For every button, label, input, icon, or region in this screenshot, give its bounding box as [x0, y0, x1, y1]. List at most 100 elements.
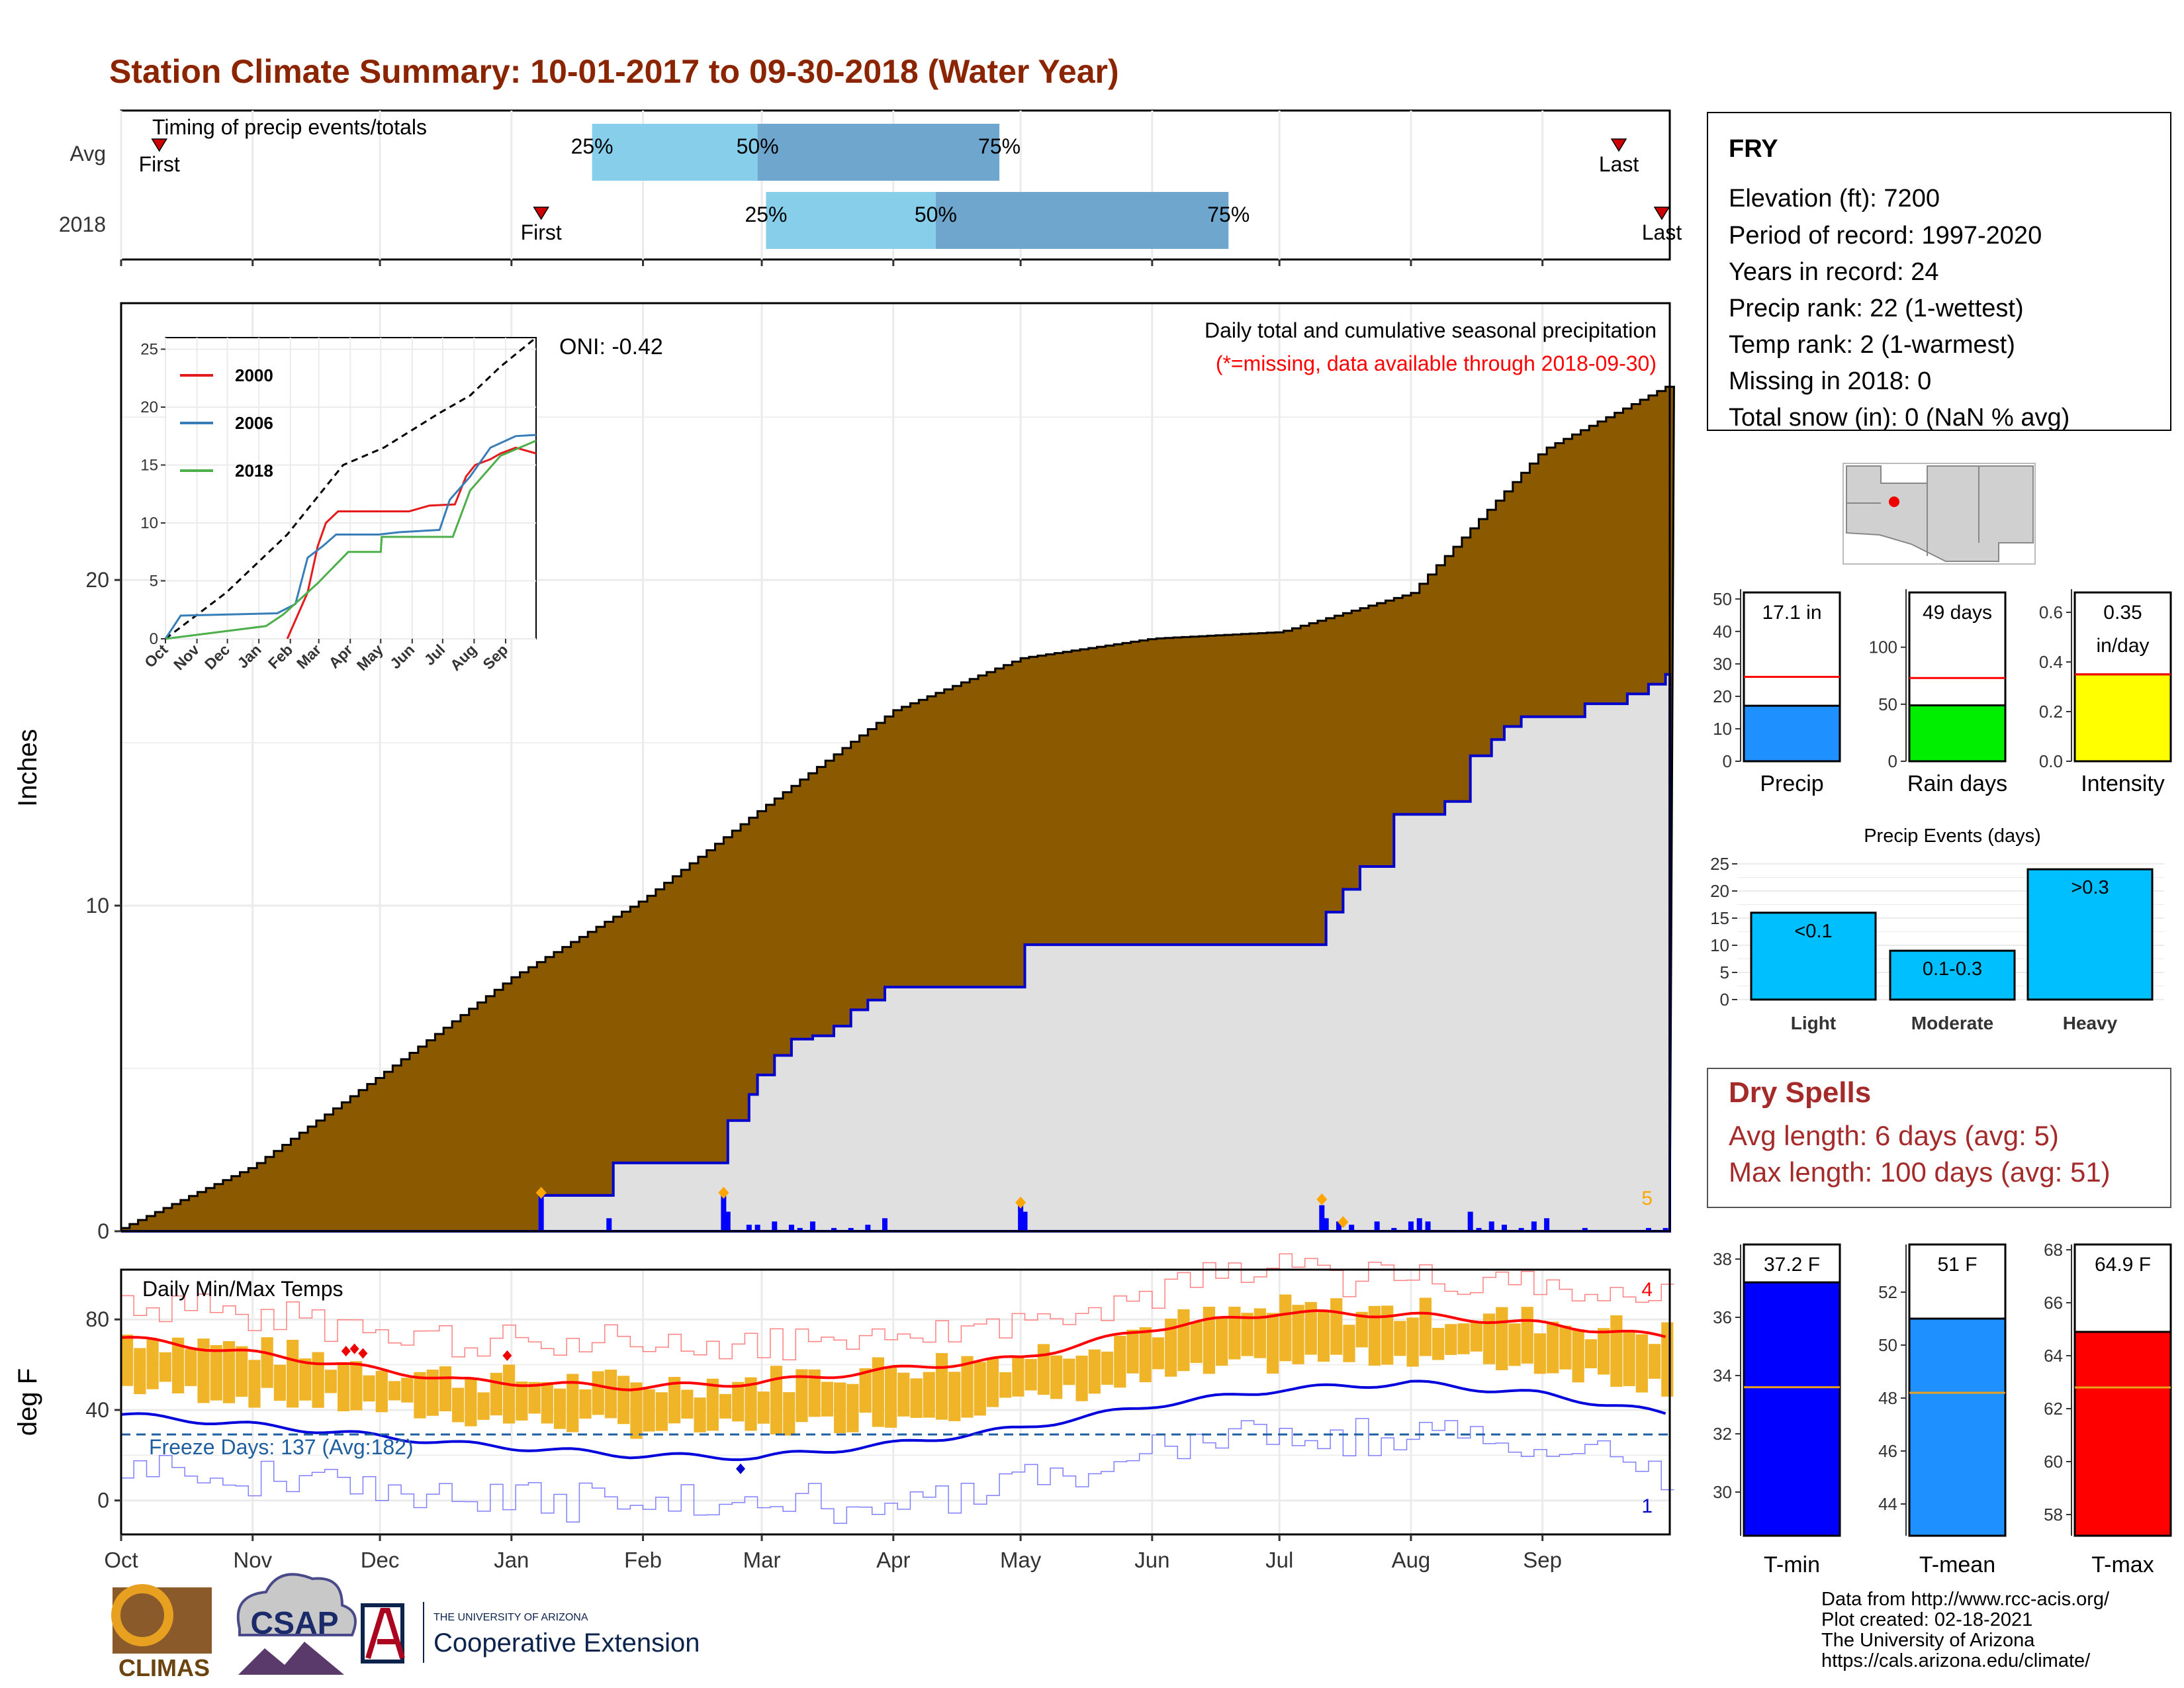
- timing-x-ticks: [120, 259, 1544, 266]
- daily-precip-bar: [1416, 1218, 1422, 1231]
- daily-temp-bar: [655, 1392, 668, 1431]
- timing-row-label-avg: Avg: [69, 142, 106, 165]
- daily-temp-bar: [1024, 1358, 1037, 1391]
- mini-bar-y-tick-label: 50: [1713, 589, 1732, 609]
- daily-precip-bar: [1391, 1228, 1397, 1231]
- footer-line: The University of Arizona: [1821, 1630, 2035, 1651]
- inset-legend: 2000 2006 2018: [180, 365, 273, 481]
- daily-temp-bar: [1572, 1329, 1584, 1383]
- inset-legend-label: 2006: [235, 413, 273, 433]
- temp-summary-y-tick-label: 58: [2044, 1505, 2063, 1524]
- events-y-tick-label: 5: [1720, 962, 1729, 982]
- precip-note-line2: (*=missing, data available through 2018-…: [1216, 352, 1657, 375]
- daily-temp-bar: [1470, 1322, 1482, 1352]
- mini-bar-y-tick-label: 100: [1869, 637, 1897, 657]
- inset-y-tick-label: 20: [140, 399, 158, 416]
- daily-temp-bar: [477, 1392, 490, 1420]
- daily-temp-bar: [1165, 1318, 1177, 1377]
- precip-panel: Daily total and cumulative seasonal prec…: [13, 302, 1675, 1243]
- events-bar: [1889, 949, 2016, 1001]
- events-chart-title: Precip Events (days): [1864, 825, 2041, 847]
- daily-temp-bar: [1203, 1307, 1216, 1374]
- daily-temp-bar: [375, 1370, 388, 1413]
- daily-temp-bar: [1330, 1298, 1343, 1355]
- inset-series-line: [164, 434, 537, 639]
- ua-logo-letter: [365, 1608, 405, 1660]
- ua-extension-logo: THE UNIVERSITY OF ARIZONA Cooperative Ex…: [361, 1602, 700, 1664]
- daily-temp-bar: [210, 1345, 222, 1401]
- station-info-line: Years in record: 24: [1729, 258, 1939, 286]
- station-info-line: Missing in 2018: 0: [1729, 367, 1931, 395]
- daily-precip-bar: [831, 1228, 837, 1231]
- mini-bar-y-tick-label: 50: [1878, 694, 1897, 714]
- daily-temp-bar: [516, 1382, 528, 1421]
- month-x-tick-label: Jun: [1134, 1548, 1169, 1572]
- inset-average-line: [165, 336, 537, 640]
- daily-temp-bar: [146, 1339, 159, 1389]
- daily-temp-bar: [923, 1372, 935, 1418]
- heavy-event-diamond-icon: [1316, 1193, 1328, 1205]
- daily-temp-bar: [1559, 1325, 1572, 1370]
- mini-bar-y-tick-label: 40: [1713, 622, 1732, 641]
- daily-temp-bar: [961, 1356, 974, 1418]
- freeze-days-text: Freeze Days: 137 (Avg:182): [149, 1435, 414, 1459]
- heavy-event-diamond-icon: [1015, 1196, 1026, 1209]
- mini-bar-y-tick-label: 0: [1723, 751, 1732, 771]
- temp-y-tick-label: 0: [97, 1489, 109, 1513]
- daily-temp-bar: [388, 1381, 401, 1401]
- mini-bar-value: [1743, 704, 1841, 763]
- daily-temp-bar: [1317, 1310, 1330, 1362]
- daily-temp-bar: [299, 1358, 312, 1401]
- mini-bar-category-label: Rain days: [1907, 771, 2007, 796]
- daily-precip-bar: [725, 1211, 731, 1231]
- heavy-event-diamond-icon: [718, 1186, 729, 1199]
- daily-precip-bar: [1488, 1221, 1494, 1231]
- mini-bar-y-tick-label: 0.4: [2039, 652, 2063, 672]
- temp-summary-bar: [1908, 1317, 2007, 1537]
- daily-precip-bar: [865, 1225, 871, 1231]
- daily-temp-bar: [159, 1352, 171, 1382]
- inset-y-tick-label: 15: [140, 457, 158, 475]
- station-info-line: Period of record: 1997-2020: [1729, 222, 2042, 250]
- timing-pct-label: 25%: [571, 134, 614, 158]
- ua-logo-top-text: THE UNIVERSITY OF ARIZONA: [433, 1612, 588, 1623]
- station-info-line: Total snow (in): 0 (NaN % avg): [1729, 404, 2070, 432]
- daily-temp-bar: [872, 1357, 884, 1427]
- temp-y-tick-label: 80: [85, 1307, 109, 1331]
- temp-lines: [120, 1253, 1674, 1524]
- daily-temp-bar: [796, 1369, 808, 1423]
- record-low-line: [121, 1418, 1674, 1524]
- daily-temp-bar: [1661, 1322, 1674, 1397]
- daily-temp-bar: [974, 1362, 986, 1416]
- avg-min-temp-line: [120, 1380, 1666, 1462]
- timing-marker-label: First: [521, 220, 562, 244]
- daily-temp-bar: [897, 1372, 910, 1417]
- daily-temp-bar: [579, 1389, 592, 1419]
- precip-panel-border: [120, 302, 1671, 1233]
- daily-temp-bar: [261, 1337, 273, 1388]
- temp-summary-y-tick-label: 60: [2044, 1452, 2063, 1472]
- daily-temp-bar: [134, 1348, 146, 1395]
- daily-precip-bar: [1467, 1211, 1473, 1231]
- csap-logo-cloud: [236, 1573, 357, 1636]
- precip-y-tick-label: 0: [97, 1219, 109, 1243]
- temp-y-label: deg F: [13, 1368, 42, 1436]
- month-x-axis: Oct Nov Dec Jan Feb Mar Apr May Jun Jul Aug Sep: [104, 1534, 1562, 1572]
- daily-temp-bar: [859, 1368, 872, 1413]
- timing-pct-label: 50%: [737, 134, 779, 158]
- daily-temp-bar: [999, 1372, 1012, 1398]
- temp-summary-category-label: T-max: [2091, 1552, 2154, 1577]
- daily-precip-bar: [1022, 1211, 1028, 1231]
- daily-temp-bar: [643, 1389, 655, 1432]
- record-high-line: [121, 1253, 1674, 1360]
- climas-logo: CLIMAS: [111, 1584, 212, 1681]
- daily-temp-bar: [1521, 1307, 1533, 1364]
- daily-temp-bar: [490, 1372, 502, 1416]
- mini-bar-y-tick-label: 0: [1888, 751, 1897, 771]
- daily-precip-bar: [1374, 1221, 1380, 1231]
- daily-temp-bar: [121, 1335, 134, 1386]
- timing-bars: 25% 50% 75% First Last 25% 50% 75% First Last: [139, 124, 1682, 249]
- daily-temp-bar: [630, 1382, 643, 1439]
- daily-temp-bar: [1394, 1321, 1406, 1356]
- temp-summary-y-tick-label: 64: [2044, 1346, 2063, 1366]
